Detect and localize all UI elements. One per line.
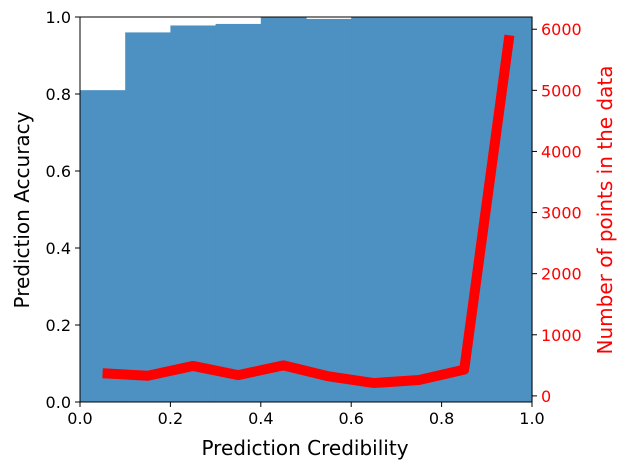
count-line-layer [102,34,515,389]
accuracy-bar [396,17,443,402]
accuracy-bar [80,90,126,403]
y2-tick-label: 5000 [541,81,582,100]
y2-tick-label: 1000 [541,326,582,345]
accuracy-bar [170,25,217,402]
x-tick-label: 0.8 [429,409,454,428]
y2-tick-label: 4000 [541,142,582,161]
x-axis-ticks: 0.0 0.2 0.4 0.6 0.8 1.0 [67,402,545,428]
x-tick-label: 0.2 [158,409,183,428]
y-tick-label: 0.4 [46,239,71,258]
accuracy-bar [215,23,262,403]
y2-tick-label: 2000 [541,265,582,284]
plot-frame [79,16,533,403]
y-tick-label: 0.8 [46,85,71,104]
x-tick-label: 0.4 [248,409,273,428]
x-tick-label: 0.6 [338,409,363,428]
accuracy-bars [80,17,533,403]
x-tick-label: 0.0 [67,409,92,428]
y-axis-left-label: Prediction Accuracy [10,111,34,308]
x-axis-label: Prediction Credibility [201,436,408,460]
y-axis-left-ticks: 0.0 0.2 0.4 0.6 0.8 1.0 [46,8,80,412]
count-line [102,34,515,389]
y-tick-label: 0.0 [46,393,71,412]
accuracy-bar [351,17,397,402]
accuracy-bar [125,32,171,403]
x-tick-label: 1.0 [519,409,544,428]
accuracy-bar [260,17,307,402]
y-axis-right-ticks: 0 1000 2000 3000 4000 5000 6000 [532,20,582,406]
y-tick-label: 0.2 [46,316,71,335]
accuracy-bar [306,18,352,403]
y2-tick-label: 3000 [541,204,582,223]
y-axis-right-label: Number of points in the data [593,66,617,355]
y-tick-label: 1.0 [46,8,71,27]
y-tick-label: 0.6 [46,162,71,181]
accuracy-bar [486,17,533,402]
y2-tick-label: 0 [541,387,551,406]
y2-tick-label: 6000 [541,20,582,39]
